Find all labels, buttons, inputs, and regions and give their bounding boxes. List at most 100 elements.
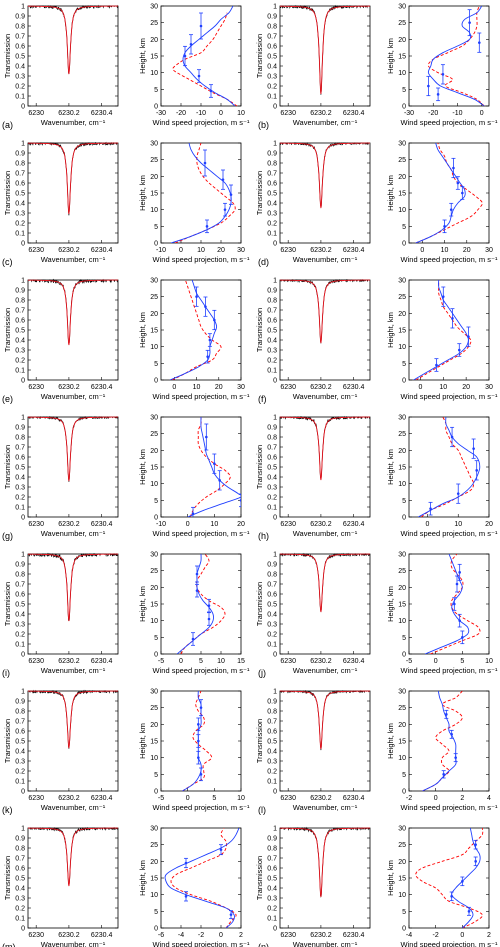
y-tick-label: 25 [150, 705, 158, 712]
y-axis-label: Height, km [386, 449, 395, 485]
x-axis-label: Wind speed projection, m s⁻¹ [401, 392, 498, 401]
y-axis-label: Transmission [255, 308, 264, 352]
x-tick-label: -10 [156, 247, 166, 254]
y-tick-label: 20 [150, 37, 158, 44]
x-tick-label: -30 [404, 110, 414, 117]
x-axis-label: Wavenumber, cm⁻¹ [41, 118, 106, 127]
y-tick-label: 0.5 [15, 739, 25, 746]
data-point [445, 713, 448, 716]
x-tick-label: 0 [186, 521, 190, 528]
y-tick-label: 5 [154, 224, 158, 231]
y-tick-label: 15 [150, 739, 158, 746]
y-tick-label: 10 [398, 344, 406, 351]
x-axis-label: Wind speed projection, m s⁻¹ [153, 392, 250, 401]
x-tick-label: -20 [428, 110, 438, 117]
data-point [218, 479, 221, 482]
measured-spectrum-line [27, 141, 119, 216]
y-tick-label: 0 [402, 515, 406, 522]
y-tick-label: 5 [402, 635, 406, 642]
y-axis-label: Transmission [3, 582, 12, 626]
y-tick-label: 0.6 [15, 866, 25, 873]
y-tick-label: 30 [398, 826, 406, 833]
y-axis-label: Height, km [138, 38, 147, 74]
x-tick-label: 6230.4 [91, 521, 113, 528]
data-point [475, 469, 478, 472]
transmission-panel: 0 0.1 0.2 0.3 0.4 0.5 0.6 0.7 0.8 0.9 1 6230 6230.2 6… [255, 826, 371, 947]
y-tick-label: 0 [21, 378, 25, 385]
plot-area [417, 417, 481, 517]
x-tick-label: -10 [156, 521, 166, 528]
y-tick-label: 0.2 [15, 495, 25, 502]
y-axis-label: Height, km [138, 586, 147, 622]
data-point [454, 756, 457, 759]
measured-spectrum-line [280, 278, 370, 344]
x-tick-label: 20 [463, 247, 471, 254]
y-tick-label: 0.7 [15, 34, 25, 41]
retrieved-wind-profile-line [422, 691, 457, 791]
x-tick-label: -10 [196, 110, 206, 117]
data-point [441, 295, 445, 298]
retrieved-wind-profile-line [176, 554, 214, 654]
measured-spectrum-line [27, 4, 119, 75]
y-tick-label: 1 [273, 826, 277, 833]
y-tick-label: 10 [150, 344, 158, 351]
model-spectrum-line [280, 279, 370, 344]
y-tick-label: 0.9 [267, 836, 277, 843]
y-tick-label: 0.4 [15, 612, 25, 619]
y-tick-label: 0.1 [15, 505, 25, 512]
y-tick-label: 5 [402, 498, 406, 505]
y-axis-label: Height, km [386, 312, 395, 348]
transmission-panel: 0 0.1 0.2 0.3 0.4 0.5 0.6 0.7 0.8 0.9 1 6230 6230.2 6… [255, 278, 371, 401]
transmission-panel: 0 0.1 0.2 0.3 0.4 0.5 0.6 0.7 0.8 0.9 1 6230 6230.2 6… [3, 826, 119, 947]
y-tick-label: 20 [150, 859, 158, 866]
x-tick-label: 10 [237, 795, 245, 802]
axes-frame [279, 279, 371, 381]
y-tick-label: 0.7 [15, 308, 25, 315]
model-spectrum-line [28, 5, 118, 75]
retrieved-wind-profile-line [164, 828, 240, 928]
y-tick-label: 0 [273, 789, 277, 796]
panel-label: (f) [258, 394, 267, 404]
y-tick-label: 25 [398, 294, 406, 301]
y-tick-label: 0.3 [15, 348, 25, 355]
x-tick-label: 0 [418, 384, 422, 391]
x-tick-label: 6230.4 [91, 247, 113, 254]
x-tick-label: -20 [176, 110, 186, 117]
y-tick-label: 1 [21, 826, 25, 833]
y-tick-label: 0.2 [267, 221, 277, 228]
y-tick-label: 0.8 [15, 298, 25, 305]
y-axis-label: Height, km [138, 312, 147, 348]
data-point [195, 572, 199, 576]
y-axis-label: Transmission [3, 171, 12, 215]
x-tick-label: 6230.4 [91, 384, 113, 391]
y-tick-label: 0.8 [15, 161, 25, 168]
y-axis-label: Height, km [386, 586, 395, 622]
axes-frame [279, 142, 371, 244]
y-tick-label: 0.1 [267, 642, 277, 649]
measured-spectrum-line [28, 552, 119, 621]
y-tick-label: 0 [21, 241, 25, 248]
y-tick-label: 0 [273, 104, 277, 111]
panel-label: (i) [2, 668, 10, 678]
x-axis-label: Wind speed projection, m s⁻¹ [153, 940, 250, 947]
y-tick-label: 0.9 [267, 288, 277, 295]
y-tick-label: 1 [273, 415, 277, 422]
measured-spectrum-line [279, 415, 371, 480]
y-tick-label: 30 [398, 141, 406, 148]
data-point [467, 910, 471, 913]
y-tick-label: 20 [398, 585, 406, 592]
plot-area [426, 6, 485, 106]
data-point [213, 462, 216, 465]
y-tick-label: 0.2 [267, 84, 277, 91]
reference-wind-profile-line [427, 6, 485, 106]
y-tick-label: 0.9 [15, 836, 25, 843]
x-tick-label: -4 [406, 932, 412, 939]
x-tick-label: 0 [186, 795, 190, 802]
x-axis-label: Wind speed projection, m s⁻¹ [401, 803, 498, 812]
y-tick-label: 0.2 [267, 495, 277, 502]
y-tick-label: 0.2 [15, 906, 25, 913]
x-tick-label: 6230 [28, 795, 44, 802]
data-point [450, 435, 454, 439]
plot-area [170, 143, 236, 243]
